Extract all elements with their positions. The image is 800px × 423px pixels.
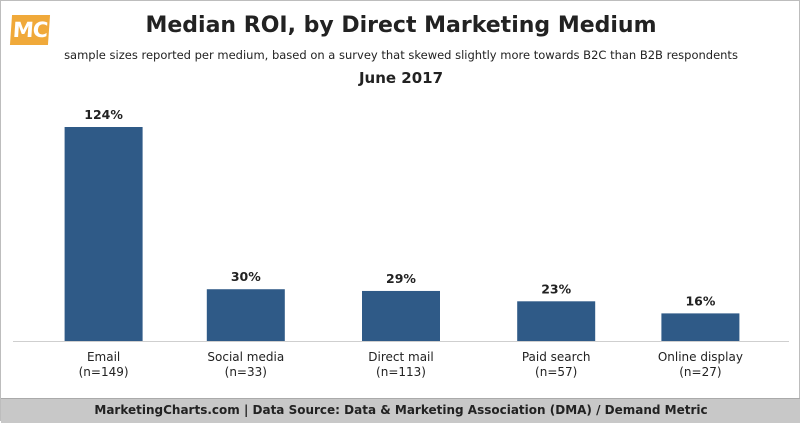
category-label: Online display: [658, 350, 743, 364]
bar-value-label: 30%: [231, 269, 261, 284]
sample-size-label: (n=57): [535, 365, 577, 379]
bar: [362, 290, 440, 341]
chart-title: Median ROI, by Direct Marketing Medium: [145, 13, 657, 38]
category-label: Direct mail: [368, 350, 433, 364]
bar: [661, 313, 740, 341]
bar: [64, 127, 143, 341]
sample-size-label: (n=33): [225, 365, 267, 379]
sample-size-label: (n=27): [679, 365, 721, 379]
source-footer: MarketingCharts.com | Data Source: Data …: [1, 398, 800, 423]
bar: [206, 289, 285, 341]
bar: [517, 301, 596, 341]
chart-subtitle: sample sizes reported per medium, based …: [64, 48, 738, 62]
category-label: Email: [87, 350, 120, 364]
category-label: Paid search: [522, 350, 591, 364]
chart-date: June 2017: [358, 69, 444, 87]
bar-value-label: 16%: [685, 293, 715, 308]
source-text: MarketingCharts.com | Data Source: Data …: [94, 403, 708, 417]
sample-size-label: (n=113): [376, 365, 426, 379]
sample-size-label: (n=149): [79, 365, 129, 379]
category-label: Social media: [207, 350, 284, 364]
bar-value-label: 124%: [84, 107, 123, 122]
bar-value-label: 23%: [541, 281, 571, 296]
bar-value-label: 29%: [386, 271, 416, 286]
